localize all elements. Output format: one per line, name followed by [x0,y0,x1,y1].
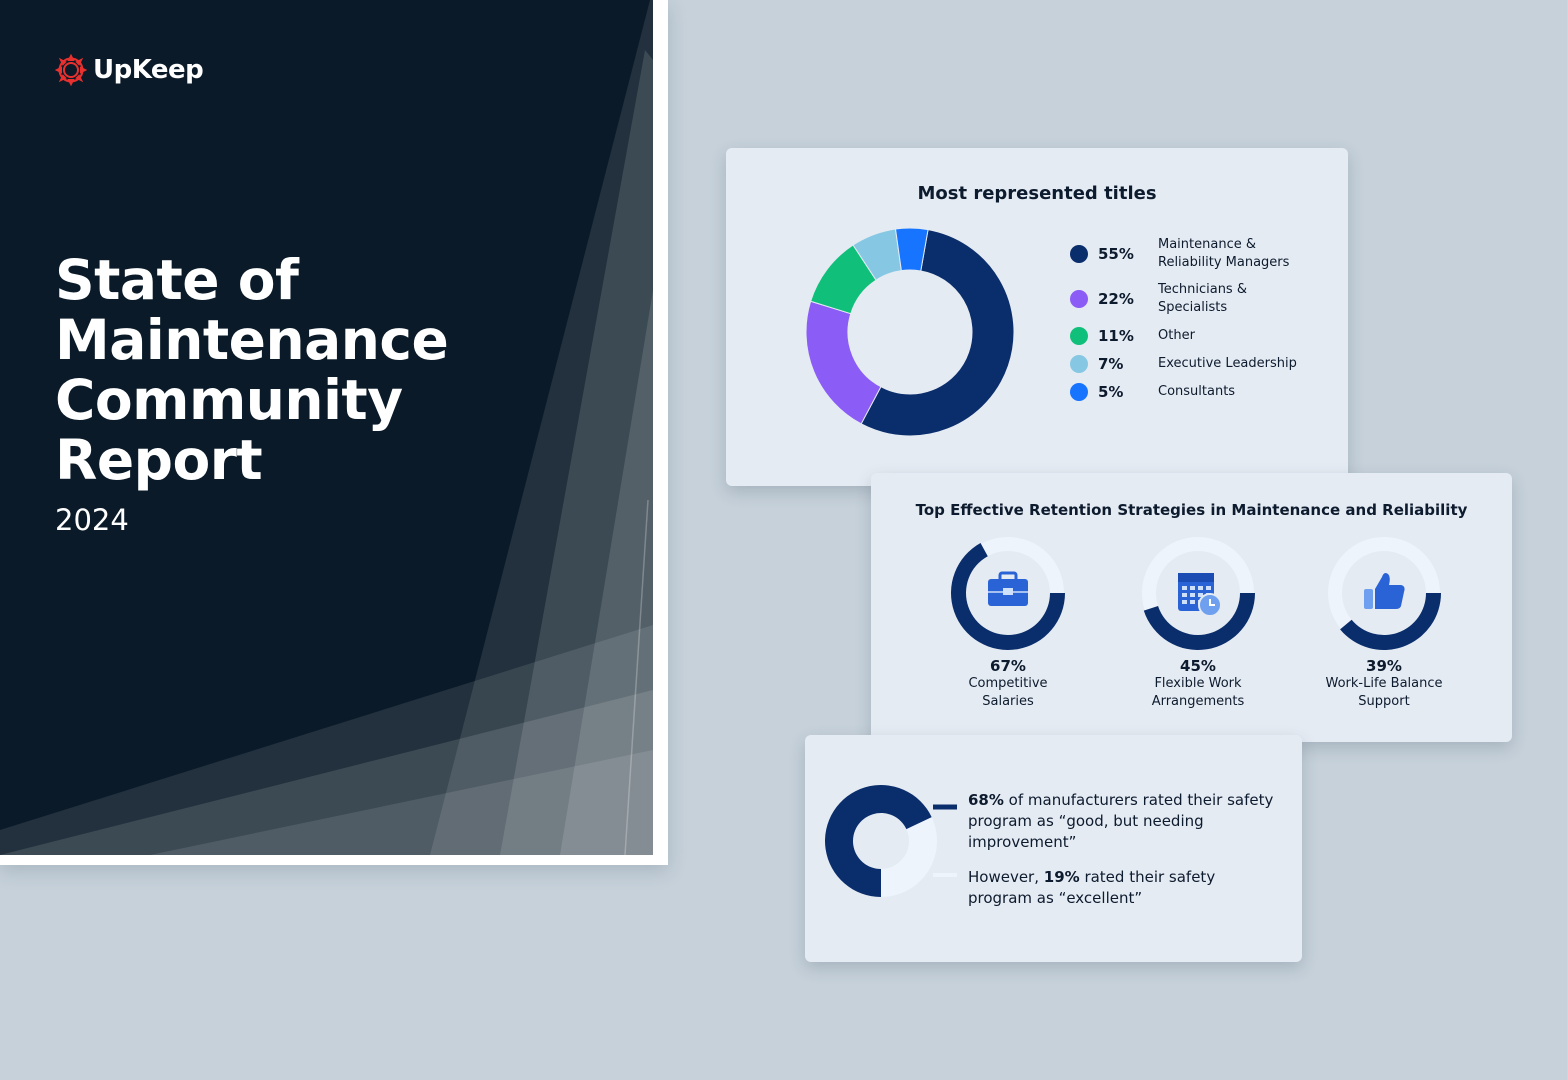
cover-stripe [500,50,653,855]
cover-stripe [560,290,653,855]
safety-good-arc [825,785,932,897]
retention-ring [1328,537,1441,650]
cover-year: 2024 [55,503,129,537]
ring-value-arc [1143,593,1255,650]
retention-label-line: Flexible Work [1154,676,1242,691]
retention-label: Flexible Work Arrangements [1103,675,1293,711]
retention-label-line: Salaries [982,694,1034,709]
legend-label: Executive Leadership [1158,355,1308,373]
legend-label-line: Consultants [1158,384,1236,399]
retention-chart-title: Top Effective Retention Strategies in Ma… [915,501,1468,519]
upkeep-logo: UpKeep [55,54,204,86]
retention-ring [1142,537,1255,650]
cover-line [624,499,649,855]
gear-icon [55,54,87,86]
legend-dot [1070,383,1088,401]
safety-card: 68% of manufacturers rated their safety … [805,735,1302,962]
cover-title: State of Maintenance Community Report [55,248,449,492]
thumbs-up-icon [1364,573,1405,609]
legend-label-line: Technicians & [1158,282,1247,297]
retention-ring [951,537,1065,650]
donut-slice-1 [860,228,1015,437]
retention-label-line: Arrangements [1151,694,1245,709]
safety-pct-excellent: 19% [1043,868,1080,886]
safety-text-excellent: rated their safety program as “excellent… [968,868,1216,907]
legend-value: 11% [1098,327,1134,345]
legend-item: 11% Other [1070,327,1308,345]
legend-label: Maintenance & Reliability Managers [1158,236,1308,272]
retention-label: Work-Life Balance Support [1289,675,1479,711]
ring-value-arc [1340,593,1441,650]
cover-stripe [430,0,653,855]
report-cover: UpKeep State of Maintenance Community Re… [0,0,668,865]
legend-value: 7% [1098,355,1124,373]
briefcase-icon [988,571,1028,606]
retention-item: 39% Work-Life Balance Support [1289,533,1479,711]
legend-value: 55% [1098,245,1134,263]
retention-item: 67% Competitive Salaries [913,533,1103,711]
legend-dot [1070,245,1088,263]
titles-card: Most represented titles 55% Maintenance &… [726,148,1348,486]
legend-label-line: Reliability Managers [1158,255,1290,270]
cover-stripe [0,625,653,855]
legend-item: 22% Technicians & Specialists [1070,281,1308,317]
legend-dot [1070,290,1088,308]
cover-background [0,0,653,855]
safety-text-good: of manufacturers rated their safety prog… [968,791,1274,851]
retention-label-line: Competitive [968,676,1048,691]
calendar-clock-icon [1178,573,1222,617]
retention-card: Top Effective Retention Strategies in Ma… [871,473,1512,742]
retention-label-line: Work-Life Balance [1325,676,1443,691]
logo-text: UpKeep [93,55,204,85]
retention-item: 45% Flexible Work Arrangements [1103,533,1293,711]
legend-label-line: Maintenance & [1158,237,1256,252]
legend-label-line: Specialists [1158,300,1228,315]
retention-label-line: Support [1358,694,1410,709]
titles-chart-title: Most represented titles [917,183,1157,204]
safety-statement-1: 68% of manufacturers rated their safety … [968,790,1283,853]
safety-pct-good: 68% [968,791,1004,809]
legend-dot [1070,327,1088,345]
legend-label: Other [1158,327,1308,345]
legend-dot [1070,355,1088,373]
safety-ring-chart [825,785,957,897]
titles-donut-chart [805,227,1015,437]
retention-value: 45% [1180,657,1216,675]
retention-value: 39% [1366,657,1402,675]
legend-label: Consultants [1158,383,1308,401]
donut-slice-2 [805,300,882,425]
legend-item: 7% Executive Leadership [1070,355,1308,373]
legend-item: 5% Consultants [1070,383,1308,401]
safety-statement-2: However, 19% rated their safety program … [968,867,1283,909]
legend-label: Technicians & Specialists [1158,281,1308,317]
retention-label: Competitive Salaries [913,675,1103,711]
retention-value: 67% [990,657,1026,675]
legend-value: 5% [1098,383,1124,401]
donut-slice-5 [894,227,929,272]
legend-label-line: Executive Leadership [1158,356,1297,371]
cover-stripe [150,750,653,855]
legend-item: 55% Maintenance & Reliability Managers [1070,236,1308,272]
legend-label-line: Other [1158,328,1195,343]
legend-value: 22% [1098,290,1134,308]
cover-artwork [0,0,653,855]
cover-stripe [0,690,653,855]
safety-text-however: However, [968,868,1044,886]
